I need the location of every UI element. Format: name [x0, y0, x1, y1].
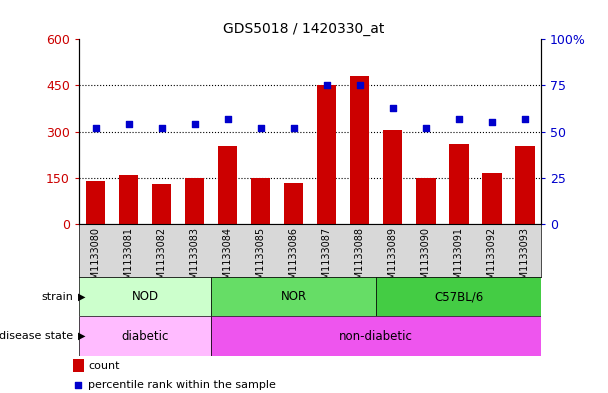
Point	[487, 119, 497, 125]
Bar	[284, 183, 303, 224]
Text: GSM1133089: GSM1133089	[387, 227, 398, 292]
Point	[123, 121, 133, 127]
Text: non-diabetic: non-diabetic	[339, 329, 413, 343]
Point	[289, 125, 299, 131]
Point	[322, 83, 331, 89]
Bar	[211, 277, 376, 316]
Bar	[416, 178, 435, 224]
Point	[388, 105, 398, 111]
Text: count: count	[88, 361, 120, 371]
Bar	[317, 85, 336, 224]
Bar	[151, 184, 171, 224]
Bar	[449, 144, 469, 224]
Text: diabetic: diabetic	[122, 329, 169, 343]
Bar	[73, 359, 84, 373]
Text: ▶: ▶	[78, 331, 85, 341]
Text: GSM1133093: GSM1133093	[520, 227, 530, 292]
Text: GSM1133084: GSM1133084	[223, 227, 233, 292]
Bar	[218, 145, 238, 224]
Text: GSM1133085: GSM1133085	[255, 227, 266, 292]
Point	[256, 125, 266, 131]
Point	[74, 382, 83, 388]
Bar	[376, 277, 541, 316]
Text: GSM1133081: GSM1133081	[123, 227, 134, 292]
Point	[520, 116, 530, 122]
Bar	[382, 130, 402, 224]
Bar	[211, 316, 541, 356]
Text: NOD: NOD	[131, 290, 159, 303]
Text: disease state: disease state	[0, 331, 73, 341]
Text: percentile rank within the sample: percentile rank within the sample	[88, 380, 276, 390]
Point	[190, 121, 199, 127]
Bar	[119, 175, 139, 224]
Text: GSM1133080: GSM1133080	[91, 227, 100, 292]
Text: GSM1133090: GSM1133090	[421, 227, 430, 292]
Point	[354, 83, 364, 89]
Bar	[86, 181, 105, 224]
Bar	[79, 316, 211, 356]
Bar	[250, 178, 271, 224]
Point	[421, 125, 430, 131]
Point	[454, 116, 463, 122]
Text: GSM1133087: GSM1133087	[322, 227, 331, 292]
Text: NOR: NOR	[280, 290, 306, 303]
Text: GSM1133092: GSM1133092	[486, 227, 497, 292]
Point	[223, 116, 232, 122]
Bar	[185, 178, 204, 224]
Point	[157, 125, 167, 131]
Text: GSM1133088: GSM1133088	[354, 227, 365, 292]
Text: GSM1133082: GSM1133082	[156, 227, 167, 292]
Point	[91, 125, 100, 131]
Bar	[482, 173, 502, 224]
Text: GSM1133083: GSM1133083	[190, 227, 199, 292]
Text: C57BL/6: C57BL/6	[434, 290, 483, 303]
Text: GDS5018 / 1420330_at: GDS5018 / 1420330_at	[223, 22, 385, 37]
Text: ▶: ▶	[78, 292, 85, 302]
Text: GSM1133086: GSM1133086	[289, 227, 299, 292]
Bar	[350, 76, 370, 224]
Bar	[515, 145, 534, 224]
Bar	[79, 277, 211, 316]
Text: GSM1133091: GSM1133091	[454, 227, 464, 292]
Text: strain: strain	[41, 292, 73, 302]
